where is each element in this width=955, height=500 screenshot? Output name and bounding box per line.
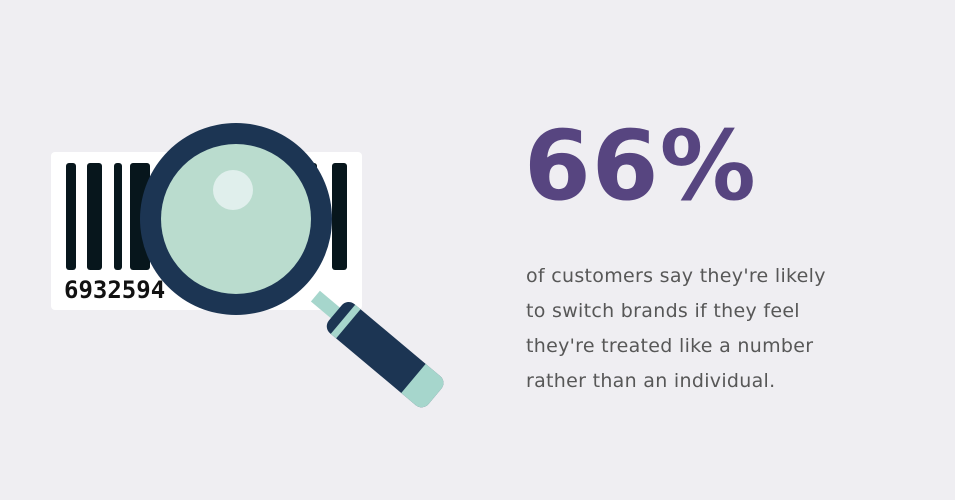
description-line: of customers say they're likely [526,265,826,287]
magnifying-glass-icon [140,123,444,408]
lens-glass [161,144,311,294]
lens-highlight [213,170,253,210]
stat-percentage: 66% [524,110,757,222]
description-line: rather than an individual. [526,370,776,392]
description-line: they're treated like a number [526,335,814,357]
description-line: to switch brands if they feel [526,300,800,322]
stat-description: of customers say they're likely to switc… [526,259,926,399]
barcode-number: 6932594 [64,276,165,304]
